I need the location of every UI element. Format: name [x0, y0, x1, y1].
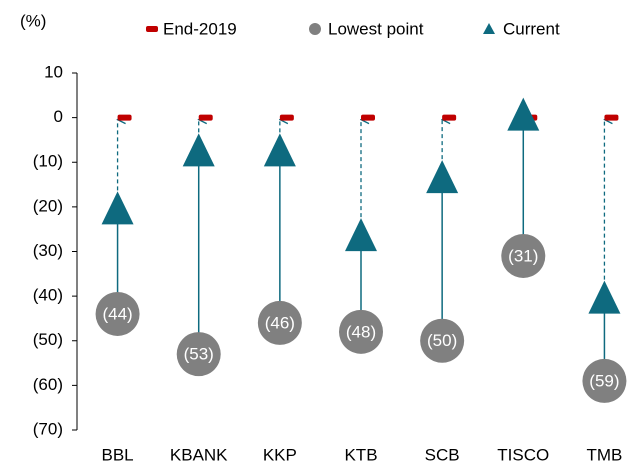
data-label: (44) [102, 304, 132, 323]
y-axis-label: (%) [20, 11, 46, 30]
y-tick-label: (10) [33, 152, 63, 171]
current-marker [426, 160, 459, 194]
y-tick-label: (40) [33, 286, 63, 305]
lowest-point [420, 318, 465, 363]
current-marker [588, 280, 621, 314]
legend-label: Current [503, 19, 560, 38]
y-tick-label: 0 [54, 107, 63, 126]
current-marker [263, 133, 296, 167]
data-label: (48) [346, 322, 376, 341]
x-tick-label: SCB [425, 445, 460, 464]
end-marker [442, 114, 457, 121]
lowest-point [257, 300, 302, 345]
y-tick-label: (60) [33, 375, 63, 394]
data-label: (59) [589, 371, 619, 390]
lowest-point [95, 291, 140, 336]
x-tick-label: TMB [586, 445, 622, 464]
end-marker [279, 114, 294, 121]
data-label: (31) [508, 246, 538, 265]
current-marker [507, 97, 540, 131]
legend-label: End-2019 [163, 19, 237, 38]
lowest-point [582, 358, 627, 403]
x-tick-label: TISCO [497, 445, 549, 464]
x-tick-label: KBANK [170, 445, 228, 464]
y-tick-label: (70) [33, 419, 63, 438]
data-label: (50) [427, 331, 457, 350]
x-tick-label: KTB [344, 445, 377, 464]
current-marker [101, 191, 134, 225]
current-marker [182, 133, 215, 167]
y-tick-label: 10 [44, 62, 63, 81]
x-tick-label: BBL [102, 445, 134, 464]
end-marker [604, 114, 619, 121]
end-marker [361, 114, 375, 121]
lowest-point [501, 233, 546, 278]
legend-swatch [146, 26, 158, 32]
current-marker [345, 218, 377, 252]
data-label: (46) [265, 313, 295, 332]
end-marker [117, 114, 132, 121]
legend-swatch [483, 23, 495, 34]
lowest-point [339, 309, 383, 354]
lowest-point [176, 332, 221, 377]
legend-label: Lowest point [328, 19, 424, 38]
y-tick-label: (30) [33, 241, 63, 260]
y-tick-label: (20) [33, 196, 63, 215]
legend-swatch [309, 23, 321, 35]
data-label: (53) [184, 345, 214, 364]
x-tick-label: KKP [263, 445, 297, 464]
y-tick-label: (50) [33, 330, 63, 349]
end-marker [198, 114, 213, 121]
